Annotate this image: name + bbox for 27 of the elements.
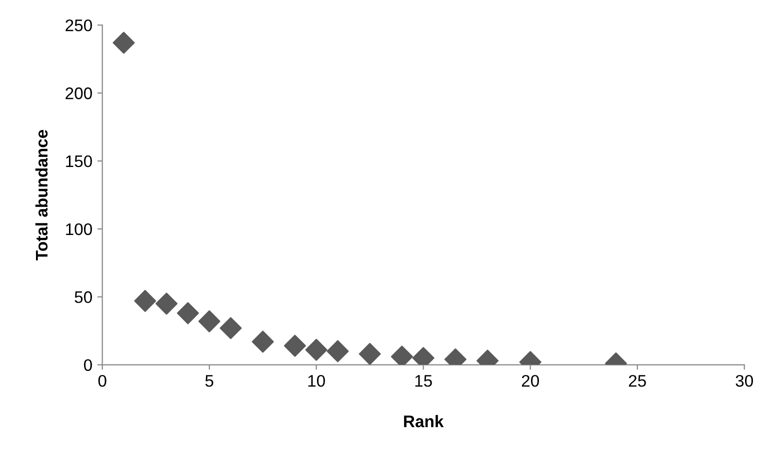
point bbox=[326, 340, 349, 362]
y-axis-title: Total abundance bbox=[35, 130, 48, 260]
point bbox=[252, 330, 274, 353]
x-tick-label: 10 bbox=[308, 374, 325, 387]
y-tick-label: 200 bbox=[66, 87, 92, 100]
y-tick-label: 0 bbox=[84, 359, 92, 372]
point bbox=[198, 310, 220, 332]
point bbox=[134, 290, 156, 312]
x-tick-label: 15 bbox=[415, 375, 432, 387]
point bbox=[284, 334, 306, 357]
y-tick-label: 100 bbox=[66, 223, 92, 236]
x-tick-label: 25 bbox=[628, 374, 646, 387]
point bbox=[176, 302, 199, 324]
x-axis-title: Rank bbox=[404, 415, 444, 428]
y-tick-label: 50 bbox=[74, 291, 92, 304]
point bbox=[220, 317, 242, 340]
point bbox=[305, 338, 328, 361]
x-tick-label: 20 bbox=[522, 374, 539, 387]
y-tick-label: 250 bbox=[66, 19, 92, 32]
y-tick-label: 150 bbox=[66, 155, 92, 168]
point bbox=[390, 346, 413, 365]
point bbox=[112, 32, 135, 54]
x-tick-label: 30 bbox=[736, 374, 753, 387]
point bbox=[156, 292, 178, 315]
point bbox=[358, 342, 381, 365]
x-tick-label: 5 bbox=[205, 375, 214, 387]
x-tick-label: 0 bbox=[98, 374, 106, 387]
